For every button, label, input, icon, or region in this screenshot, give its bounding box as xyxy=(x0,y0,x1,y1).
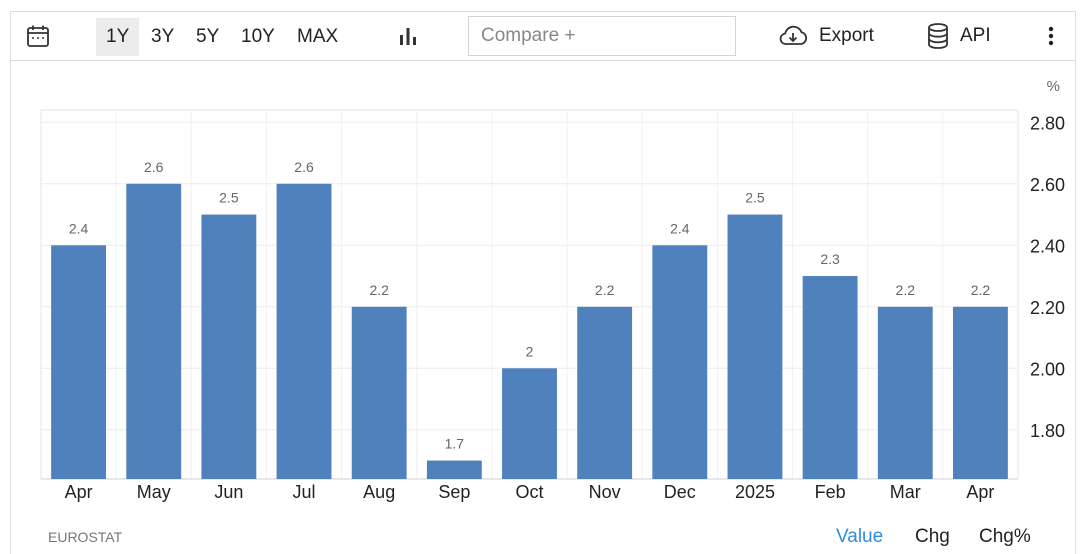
y-tick-label: 1.80 xyxy=(1030,421,1065,441)
bar-value-label: 2.5 xyxy=(219,190,239,206)
more-options-button[interactable] xyxy=(1042,12,1060,60)
bar xyxy=(652,245,708,479)
range-max-button[interactable]: MAX xyxy=(297,26,339,47)
bar-value-label: 2.6 xyxy=(294,159,314,175)
bar xyxy=(502,368,557,479)
calendar-button[interactable] xyxy=(25,12,51,60)
export-label: Export xyxy=(819,25,874,46)
chart-toolbar: 1Y 3Y 5Y 10Y MAX Compare + Export API xyxy=(10,11,1076,61)
x-tick-label: Apr xyxy=(966,482,994,502)
x-tick-label: Feb xyxy=(815,482,846,502)
compare-input[interactable]: Compare + xyxy=(468,16,736,56)
y-tick-label: 2.40 xyxy=(1030,236,1065,256)
bar xyxy=(802,276,858,479)
bar xyxy=(126,183,182,480)
api-label: API xyxy=(960,25,991,46)
x-tick-label: Oct xyxy=(515,482,543,502)
bar-value-label: 2.2 xyxy=(896,282,916,298)
x-tick-label: Dec xyxy=(664,482,696,502)
data-source-label: EUROSTAT xyxy=(48,529,123,545)
bar xyxy=(952,306,1008,479)
tab-chg-pct[interactable]: Chg% xyxy=(979,526,1031,547)
bar xyxy=(727,214,783,480)
range-1y-button[interactable]: 1Y xyxy=(96,18,140,56)
x-tick-label: Jul xyxy=(293,482,316,502)
x-tick-label: Mar xyxy=(890,482,921,502)
tab-value[interactable]: Value xyxy=(836,526,884,547)
y-tick-label: 2.20 xyxy=(1030,298,1065,318)
range-10y-button[interactable]: 10Y xyxy=(241,26,275,47)
bar xyxy=(426,460,482,479)
bar xyxy=(351,306,407,479)
bar-value-label: 2.2 xyxy=(595,282,615,298)
y-tick-label: 2.60 xyxy=(1030,175,1065,195)
x-tick-label: 2025 xyxy=(735,482,775,502)
x-tick-label: Jun xyxy=(214,482,243,502)
x-tick-label: Sep xyxy=(438,482,470,502)
bar xyxy=(201,214,257,480)
calendar-icon xyxy=(27,25,49,47)
x-tick-label: Nov xyxy=(589,482,621,502)
bar-chart-icon xyxy=(400,28,416,45)
y-axis-unit: % xyxy=(1047,78,1060,95)
bar-value-label: 2.2 xyxy=(369,282,389,298)
range-3y-button[interactable]: 3Y xyxy=(151,26,175,47)
bar-value-label: 2.4 xyxy=(670,220,690,236)
x-tick-label: May xyxy=(137,482,171,502)
cloud-download-icon xyxy=(779,25,808,45)
range-5y-button[interactable]: 5Y xyxy=(196,26,220,47)
y-tick-label: 2.80 xyxy=(1030,113,1065,133)
bar-value-label: 2.2 xyxy=(971,282,991,298)
tab-chg[interactable]: Chg xyxy=(915,526,950,547)
api-button[interactable]: API xyxy=(927,12,991,60)
x-tick-label: Aug xyxy=(363,482,395,502)
chart-frame xyxy=(10,61,1076,554)
bar xyxy=(577,306,633,479)
more-vertical-icon xyxy=(1048,26,1054,46)
bar xyxy=(276,183,332,480)
bar-value-label: 2.6 xyxy=(144,159,164,175)
bar-value-label: 1.7 xyxy=(445,436,465,452)
export-button[interactable]: Export xyxy=(777,12,874,60)
x-tick-label: Apr xyxy=(65,482,93,502)
bar xyxy=(51,245,107,479)
database-icon xyxy=(928,23,948,49)
bar xyxy=(877,306,933,479)
bar-value-label: 2.3 xyxy=(820,251,840,267)
chart-type-button[interactable] xyxy=(397,12,419,60)
bar-value-label: 2.4 xyxy=(69,220,89,236)
bar-value-label: 2 xyxy=(526,343,534,359)
y-tick-label: 2.00 xyxy=(1030,359,1065,379)
bar-value-label: 2.5 xyxy=(745,190,765,206)
